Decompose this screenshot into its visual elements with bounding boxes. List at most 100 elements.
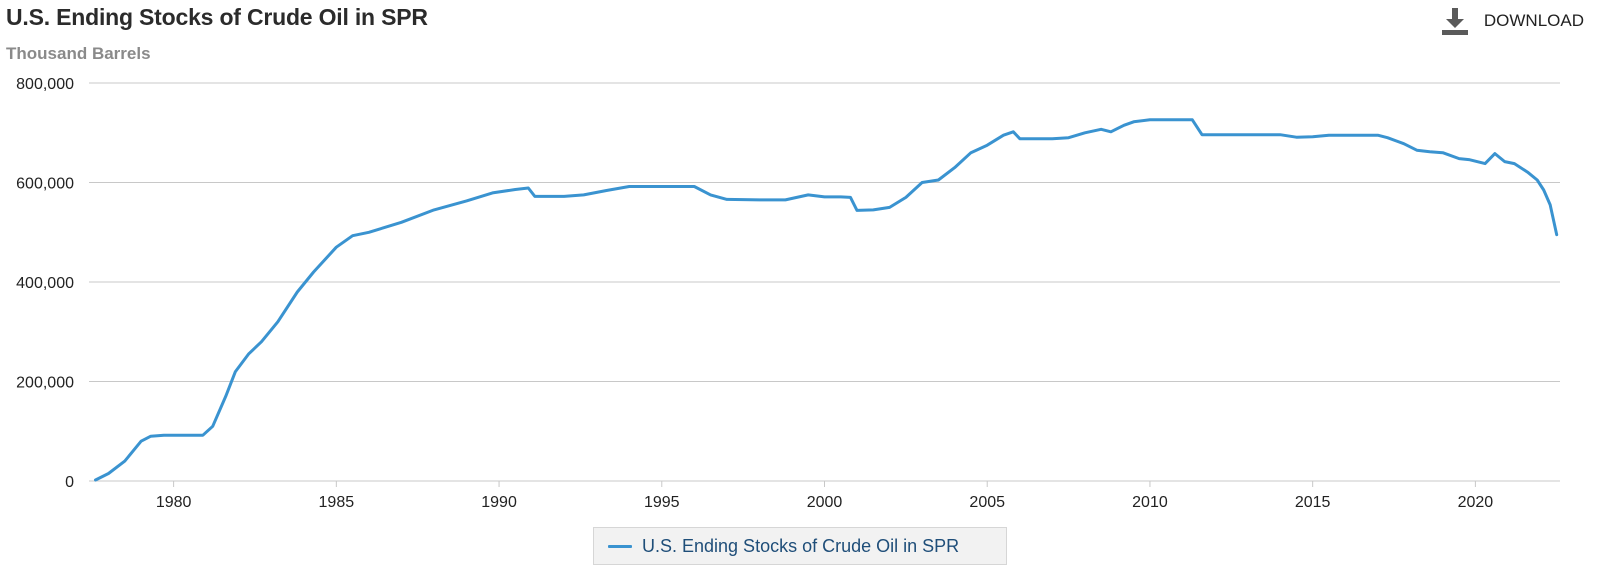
data-point[interactable]	[1081, 129, 1089, 137]
data-point[interactable]	[999, 131, 1007, 139]
data-point[interactable]	[209, 422, 217, 430]
data-point[interactable]	[1292, 133, 1300, 141]
data-point[interactable]	[397, 218, 405, 226]
data-point[interactable]	[430, 206, 438, 214]
data-point[interactable]	[105, 470, 113, 478]
data-point[interactable]	[580, 191, 588, 199]
x-tick-label: 2020	[1458, 494, 1494, 511]
data-point[interactable]	[1510, 160, 1518, 168]
data-point[interactable]	[902, 193, 910, 201]
data-point[interactable]	[170, 431, 178, 439]
data-point[interactable]	[1178, 116, 1186, 124]
data-point[interactable]	[1188, 116, 1196, 124]
data-point[interactable]	[222, 392, 230, 400]
data-point[interactable]	[690, 182, 698, 190]
data-point[interactable]	[1341, 131, 1349, 139]
data-point[interactable]	[147, 432, 155, 440]
data-point[interactable]	[1146, 116, 1154, 124]
data-point[interactable]	[1120, 121, 1128, 129]
data-point[interactable]	[837, 193, 845, 201]
data-point[interactable]	[92, 476, 100, 484]
data-point[interactable]	[934, 176, 942, 184]
data-point[interactable]	[332, 243, 340, 251]
data-point[interactable]	[658, 182, 666, 190]
data-point[interactable]	[1553, 231, 1561, 239]
data-point[interactable]	[967, 149, 975, 157]
data-point[interactable]	[244, 350, 252, 358]
data-point[interactable]	[463, 197, 471, 205]
data-point[interactable]	[1162, 116, 1170, 124]
data-point[interactable]	[951, 164, 959, 172]
data-point[interactable]	[1130, 118, 1138, 126]
data-point[interactable]	[199, 431, 207, 439]
data-point[interactable]	[1065, 134, 1073, 142]
data-point[interactable]	[531, 192, 539, 200]
data-point[interactable]	[137, 437, 145, 445]
data-point[interactable]	[983, 141, 991, 149]
data-point[interactable]	[1439, 149, 1447, 157]
series-line-0[interactable]	[94, 118, 1559, 482]
data-point[interactable]	[160, 431, 168, 439]
data-point[interactable]	[310, 268, 318, 276]
data-point[interactable]	[489, 189, 497, 197]
data-point[interactable]	[602, 186, 610, 194]
data-point[interactable]	[847, 193, 855, 201]
data-point[interactable]	[1540, 186, 1548, 194]
data-point[interactable]	[293, 288, 301, 296]
data-point[interactable]	[853, 206, 861, 214]
data-point[interactable]	[1016, 135, 1024, 143]
data-point[interactable]	[1523, 168, 1531, 176]
x-tick-label: 1990	[481, 494, 517, 511]
data-point[interactable]	[886, 203, 894, 211]
data-point[interactable]	[1413, 146, 1421, 154]
data-point[interactable]	[121, 457, 129, 465]
data-point[interactable]	[1533, 176, 1541, 184]
data-point[interactable]	[707, 191, 715, 199]
data-point[interactable]	[1465, 156, 1473, 164]
download-button[interactable]: DOWNLOAD	[1440, 6, 1584, 36]
data-point[interactable]	[1032, 135, 1040, 143]
data-point[interactable]	[1501, 158, 1509, 166]
grid-lines	[89, 82, 1560, 482]
data-point[interactable]	[723, 195, 731, 203]
data-point[interactable]	[1244, 131, 1252, 139]
data-point[interactable]	[1455, 155, 1463, 163]
data-point[interactable]	[1384, 134, 1392, 142]
data-point[interactable]	[804, 191, 812, 199]
data-point[interactable]	[1097, 125, 1105, 133]
data-point[interactable]	[1205, 131, 1213, 139]
data-point[interactable]	[1227, 131, 1235, 139]
data-point[interactable]	[257, 338, 265, 346]
x-axis-labels: 1980 1985 1990 1995 2000 2005 2010 2015 2020	[156, 481, 1493, 511]
data-point[interactable]	[365, 228, 373, 236]
data-point[interactable]	[231, 368, 239, 376]
data-point[interactable]	[1374, 131, 1382, 139]
data-point[interactable]	[186, 431, 194, 439]
data-point[interactable]	[1400, 140, 1408, 148]
data-point[interactable]	[869, 206, 877, 214]
data-point[interactable]	[821, 193, 829, 201]
data-point[interactable]	[1048, 135, 1056, 143]
data-point[interactable]	[511, 185, 519, 193]
x-tick-label: 1985	[319, 494, 355, 511]
data-point[interactable]	[1491, 150, 1499, 158]
data-point[interactable]	[1107, 128, 1115, 136]
data-point[interactable]	[1481, 160, 1489, 168]
data-point[interactable]	[1276, 131, 1284, 139]
data-point[interactable]	[755, 196, 763, 204]
data-point[interactable]	[524, 184, 532, 192]
legend-item[interactable]: U.S. Ending Stocks of Crude Oil in SPR	[593, 527, 1007, 565]
data-point[interactable]	[1009, 128, 1017, 136]
data-point[interactable]	[1325, 131, 1333, 139]
data-point[interactable]	[625, 182, 633, 190]
data-point[interactable]	[274, 318, 282, 326]
data-point[interactable]	[918, 179, 926, 187]
data-point[interactable]	[781, 196, 789, 204]
y-tick-label: 0	[65, 474, 74, 491]
data-point[interactable]	[1426, 148, 1434, 156]
data-point[interactable]	[349, 232, 357, 240]
data-point[interactable]	[560, 192, 568, 200]
chart-subtitle: Thousand Barrels	[6, 44, 151, 63]
data-point[interactable]	[1546, 201, 1554, 209]
data-point[interactable]	[1309, 133, 1317, 141]
